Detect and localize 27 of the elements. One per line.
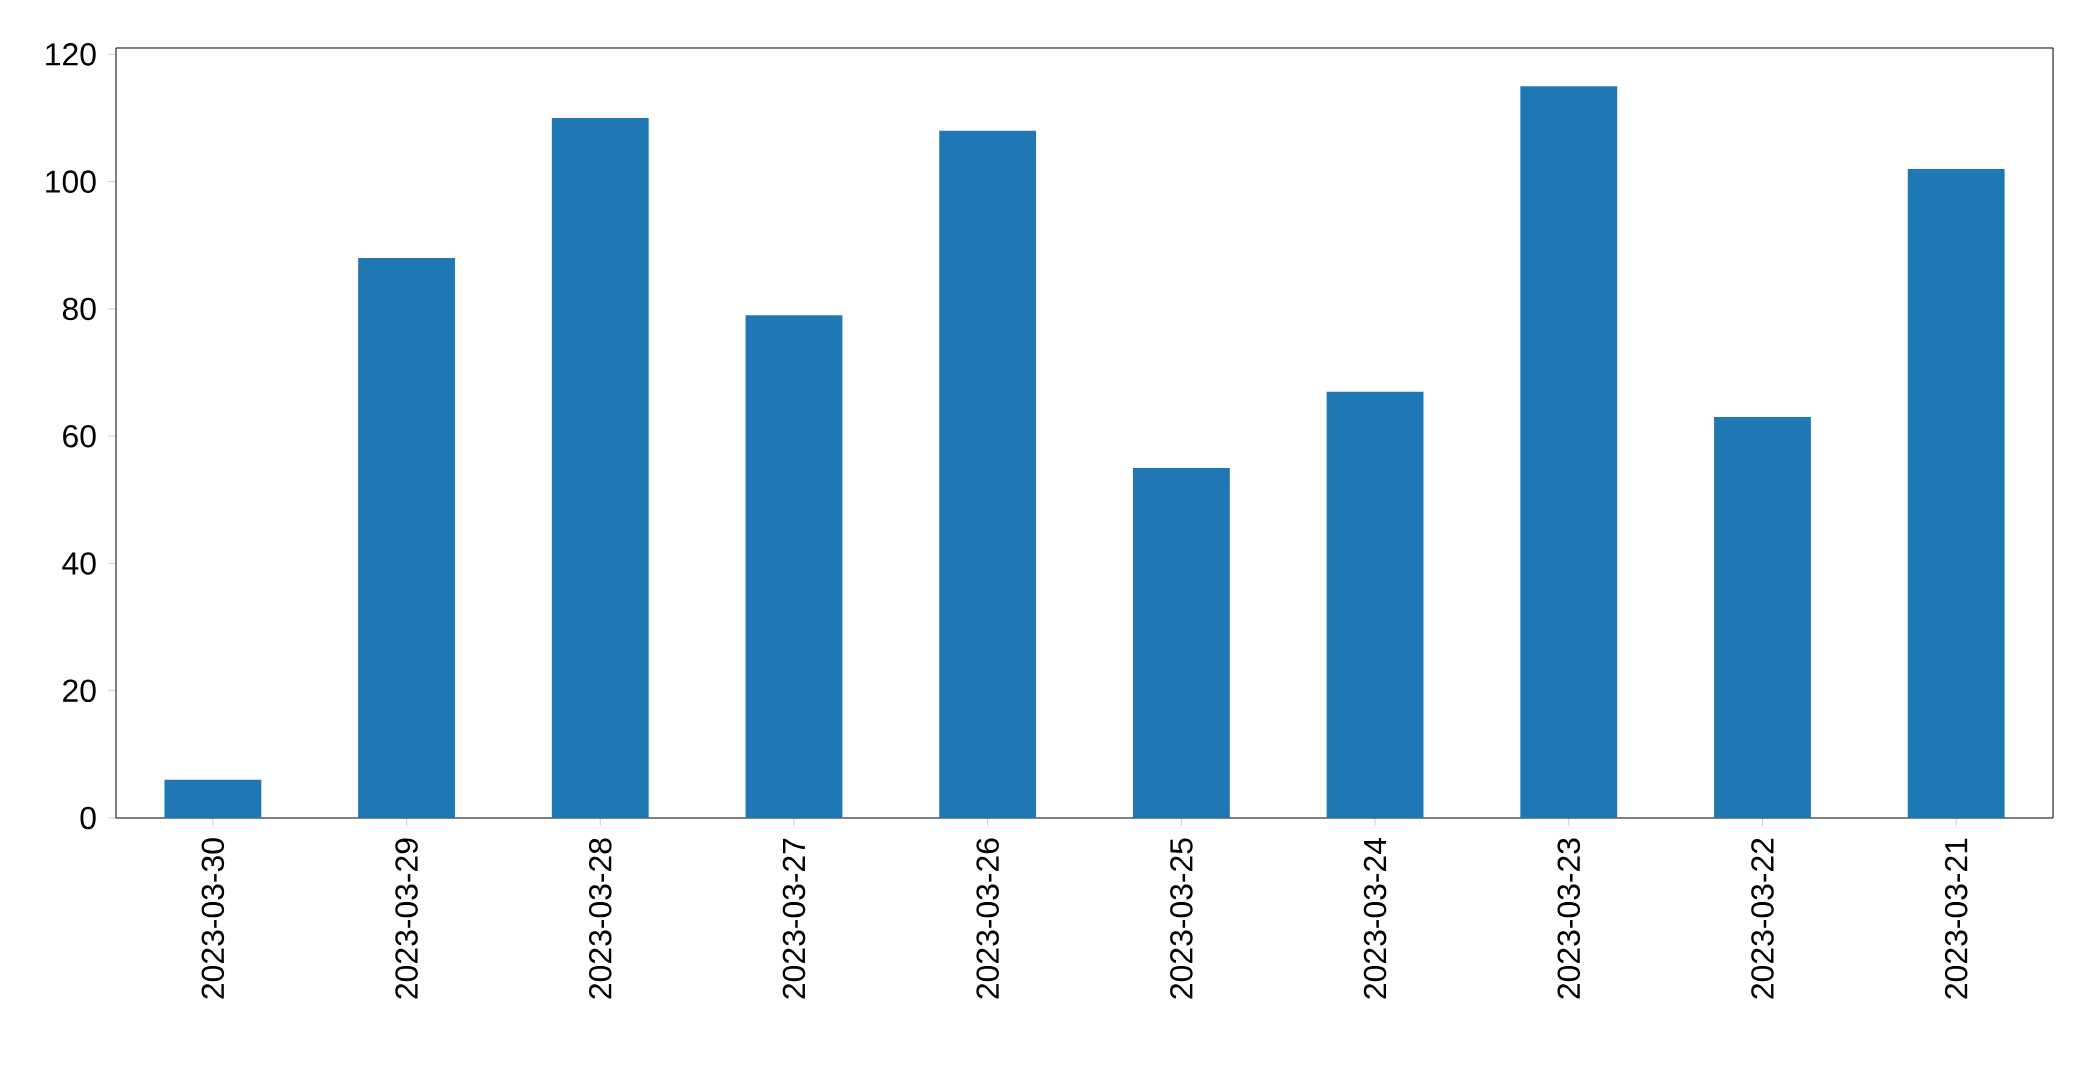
x-tick-label: 2023-03-26 xyxy=(976,838,999,999)
x-tick-label: 2023-03-24 xyxy=(1363,838,1387,999)
x-tick-label: 2023-03-21 xyxy=(1944,838,1968,999)
bar xyxy=(1714,417,1811,818)
x-tick-label: 2023-03-23 xyxy=(1557,838,1581,999)
y-tick-label: 60 xyxy=(63,424,96,448)
y-tick-label: 100 xyxy=(46,170,96,193)
x-tick-label: 2023-03-28 xyxy=(588,838,612,999)
bar xyxy=(1132,467,1230,818)
y-tick-label: 40 xyxy=(62,552,96,575)
bar xyxy=(745,315,843,818)
bar xyxy=(1326,391,1424,818)
bar xyxy=(1520,86,1618,818)
bar xyxy=(551,117,649,818)
y-tick-label: 120 xyxy=(46,43,96,66)
y-tick-label: 80 xyxy=(62,297,96,321)
y-tick-label: 20 xyxy=(63,679,96,703)
x-tick-label: 2023-03-30 xyxy=(201,838,225,999)
x-tick-label: 2023-03-25 xyxy=(1170,838,1193,999)
bar xyxy=(1907,168,2005,818)
x-tick-label: 2023-03-27 xyxy=(782,838,806,999)
y-tick-label: 0 xyxy=(80,806,96,830)
bar xyxy=(164,779,262,818)
x-tick-label: 2023-03-22 xyxy=(1751,838,1774,999)
bar xyxy=(939,130,1037,818)
bar xyxy=(358,257,455,818)
x-tick-label: 2023-03-29 xyxy=(395,838,418,999)
